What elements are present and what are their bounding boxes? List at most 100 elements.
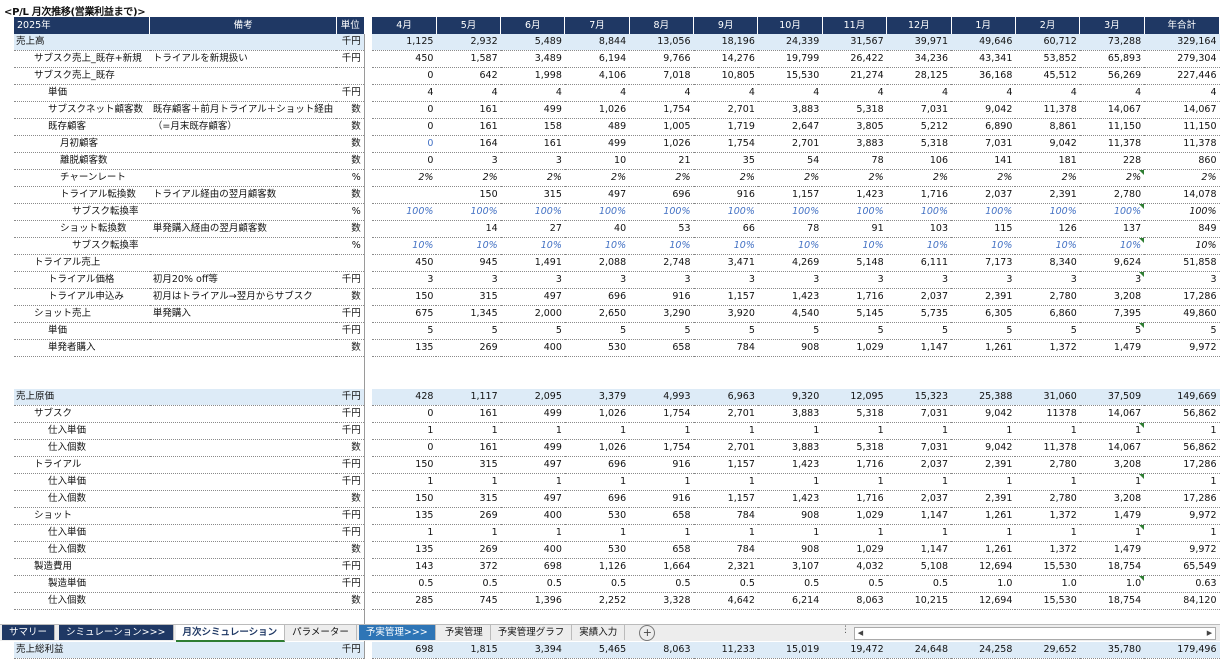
value-cell[interactable]: 10% [886, 237, 951, 255]
scroll-split-handle[interactable]: ⋮ [841, 625, 850, 635]
value-cell[interactable]: 10% [500, 237, 565, 255]
value-cell[interactable]: 3 [436, 271, 501, 289]
row-unit-cell[interactable]: 千円 [336, 642, 365, 659]
value-cell[interactable]: 1 [1079, 524, 1145, 542]
value-cell[interactable]: 9,042 [1015, 135, 1080, 153]
row-note-cell[interactable] [149, 575, 337, 593]
total-cell[interactable]: 84,120 [1144, 592, 1220, 610]
value-cell[interactable]: 4,993 [629, 389, 694, 406]
value-cell[interactable]: 8,340 [1015, 254, 1080, 272]
value-cell[interactable]: 1 [886, 473, 951, 491]
value-cell[interactable]: 5 [822, 322, 887, 340]
value-cell[interactable]: 5,318 [886, 135, 951, 153]
sheet-tab[interactable]: 予実管理>>> [358, 624, 436, 640]
value-cell[interactable]: 1,157 [693, 490, 758, 508]
value-cell[interactable]: 2% [951, 169, 1016, 187]
value-cell[interactable]: 49,646 [951, 34, 1016, 51]
value-cell[interactable]: 161 [436, 439, 501, 457]
total-cell[interactable]: 17,286 [1144, 490, 1220, 508]
row-label-cell[interactable]: 離脱顧客数 [14, 152, 150, 170]
row-label-cell[interactable]: ショット売上 [14, 305, 150, 323]
header-month[interactable]: 2月 [1015, 17, 1081, 34]
header-month[interactable]: 12月 [886, 17, 952, 34]
row-unit-cell[interactable] [336, 373, 364, 389]
row-note-cell[interactable]: トライアル経由の翌月顧客数 [149, 186, 337, 204]
value-cell[interactable]: 7,173 [951, 254, 1016, 272]
value-cell[interactable]: 1,157 [693, 456, 758, 474]
value-cell[interactable]: 24,258 [951, 642, 1016, 659]
value-cell[interactable]: 135 [372, 507, 437, 525]
value-cell[interactable]: 1,716 [886, 186, 951, 204]
value-cell[interactable]: 4 [629, 84, 694, 102]
value-cell[interactable]: 1,026 [564, 101, 630, 119]
value-cell[interactable]: 7,031 [886, 101, 951, 119]
header-month[interactable]: 10月 [757, 17, 823, 34]
value-cell[interactable]: 5,212 [886, 118, 951, 136]
value-cell[interactable]: 1 [951, 524, 1016, 542]
value-cell[interactable]: 1,147 [886, 507, 951, 525]
row-unit-cell[interactable]: 千円 [336, 322, 365, 340]
value-cell[interactable]: 3 [886, 271, 951, 289]
value-cell[interactable]: 3,805 [822, 118, 887, 136]
row-label-cell[interactable]: 売上総利益 [14, 642, 150, 659]
row-note-cell[interactable] [149, 203, 337, 221]
row-label-cell[interactable]: 仕入個数 [14, 592, 150, 610]
row-unit-cell[interactable]: 千円 [336, 84, 365, 102]
value-cell[interactable]: 0 [372, 101, 437, 119]
value-cell[interactable]: 2,780 [1015, 456, 1080, 474]
value-cell[interactable]: 10,215 [886, 592, 951, 610]
value-cell[interactable]: 3,471 [693, 254, 758, 272]
value-cell[interactable]: 10% [629, 237, 694, 255]
value-cell[interactable]: 489 [564, 118, 630, 136]
row-label-cell[interactable]: ショット [14, 507, 150, 525]
value-cell[interactable] [436, 357, 500, 373]
row-label-cell[interactable]: トライアル [14, 456, 150, 474]
value-cell[interactable]: 658 [629, 339, 694, 357]
total-cell[interactable]: 860 [1144, 152, 1220, 170]
value-cell[interactable]: 5 [500, 322, 565, 340]
total-cell[interactable]: 179,496 [1144, 642, 1220, 659]
value-cell[interactable]: 4,269 [757, 254, 823, 272]
sheet-tab[interactable]: サマリー [2, 624, 56, 640]
total-cell[interactable] [1144, 372, 1220, 389]
row-label-cell[interactable]: サブスク転換率 [14, 203, 150, 221]
value-cell[interactable]: 60,712 [1015, 34, 1080, 51]
header-month[interactable]: 3月 [1079, 17, 1145, 34]
value-cell[interactable]: 4 [564, 84, 630, 102]
value-cell[interactable]: 5,465 [564, 642, 630, 659]
row-note-cell[interactable] [149, 558, 337, 576]
value-cell[interactable]: 135 [372, 339, 437, 357]
value-cell[interactable]: 5,735 [886, 305, 951, 323]
row-note-cell[interactable] [149, 135, 337, 153]
row-note-cell[interactable]: 初月はトライアル→翌月からサブスク [149, 288, 337, 306]
value-cell[interactable]: 1 [500, 422, 565, 440]
row-unit-cell[interactable]: 千円 [336, 524, 365, 542]
value-cell[interactable]: 10% [1079, 237, 1145, 255]
value-cell[interactable] [951, 357, 1015, 373]
value-cell[interactable]: 19,799 [757, 50, 823, 68]
value-cell[interactable]: 37,509 [1079, 389, 1145, 406]
value-cell[interactable]: 908 [757, 507, 823, 525]
row-note-cell[interactable] [149, 84, 337, 102]
sheet-tab[interactable]: パラメーター [285, 624, 357, 640]
value-cell[interactable]: 2% [1079, 169, 1145, 187]
value-cell[interactable]: 15,019 [757, 642, 823, 659]
header-month[interactable]: 1月 [951, 17, 1016, 34]
value-cell[interactable]: 14 [436, 220, 501, 238]
value-cell[interactable]: 1,026 [564, 405, 630, 423]
value-cell[interactable]: 53,852 [1015, 50, 1080, 68]
value-cell[interactable]: 530 [564, 339, 630, 357]
row-note-cell[interactable] [149, 339, 337, 357]
total-cell[interactable]: 65,549 [1144, 558, 1220, 576]
value-cell[interactable]: 5,148 [822, 254, 887, 272]
value-cell[interactable]: 24,339 [757, 34, 823, 51]
row-note-cell[interactable] [149, 254, 337, 272]
row-label-cell[interactable] [14, 373, 150, 389]
value-cell[interactable]: 1 [1079, 473, 1145, 491]
value-cell[interactable]: 161 [436, 405, 501, 423]
row-unit-cell[interactable]: 千円 [336, 271, 365, 289]
value-cell[interactable]: 1 [372, 422, 437, 440]
value-cell[interactable] [758, 373, 822, 389]
value-cell[interactable]: 1 [951, 473, 1016, 491]
value-cell[interactable]: 3 [757, 271, 823, 289]
